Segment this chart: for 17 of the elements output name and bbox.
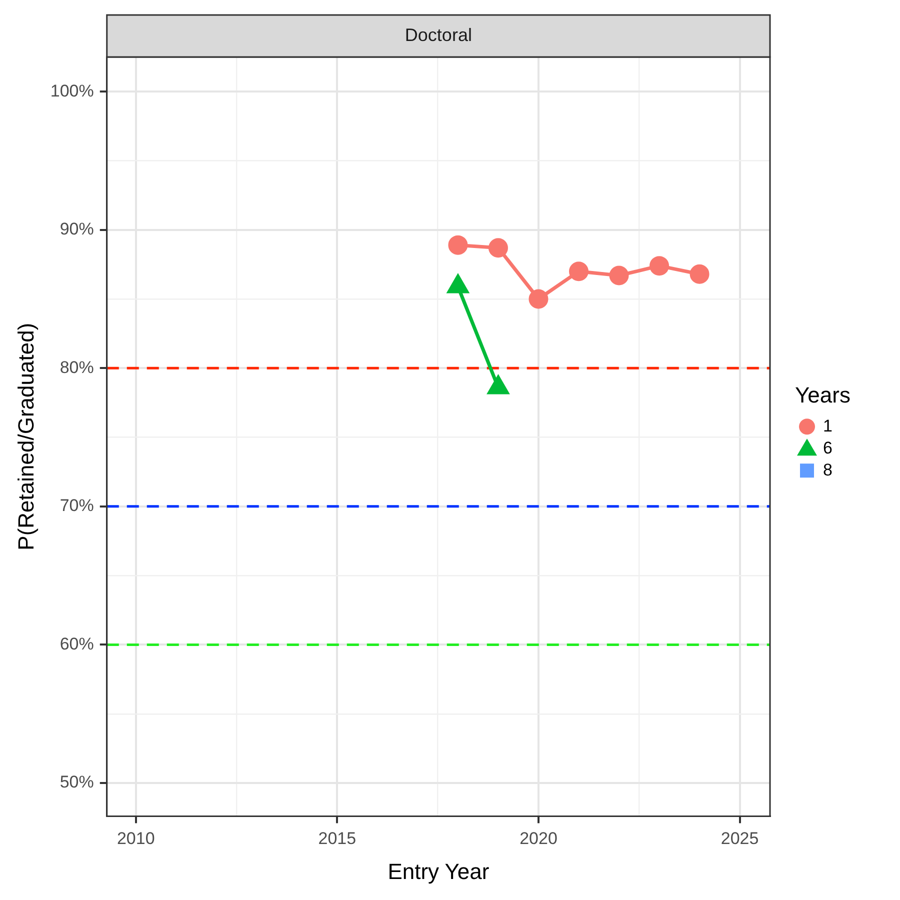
x-tick-label: 2015 [318,829,356,848]
legend-label: 6 [823,438,832,458]
legend-label: 8 [823,460,832,480]
y-tick-label: 70% [60,496,94,516]
y-tick-label: 60% [60,634,94,654]
x-tick-label: 2025 [720,829,759,848]
legend-label: 1 [823,416,832,436]
x-tick-label: 2010 [116,829,155,848]
x-tick-label: 2020 [520,829,558,848]
legend-title: Years [795,382,850,408]
y-tick-label: 90% [60,220,94,239]
y-tick-label: 50% [60,772,94,792]
y-tick-label: 100% [50,81,94,100]
y-tick-label: 80% [60,358,94,377]
chart-title: Doctoral [404,24,472,45]
x-axis-title: Entry Year [388,858,490,884]
y-axis-title: P(Retained/Graduated) [13,322,38,550]
